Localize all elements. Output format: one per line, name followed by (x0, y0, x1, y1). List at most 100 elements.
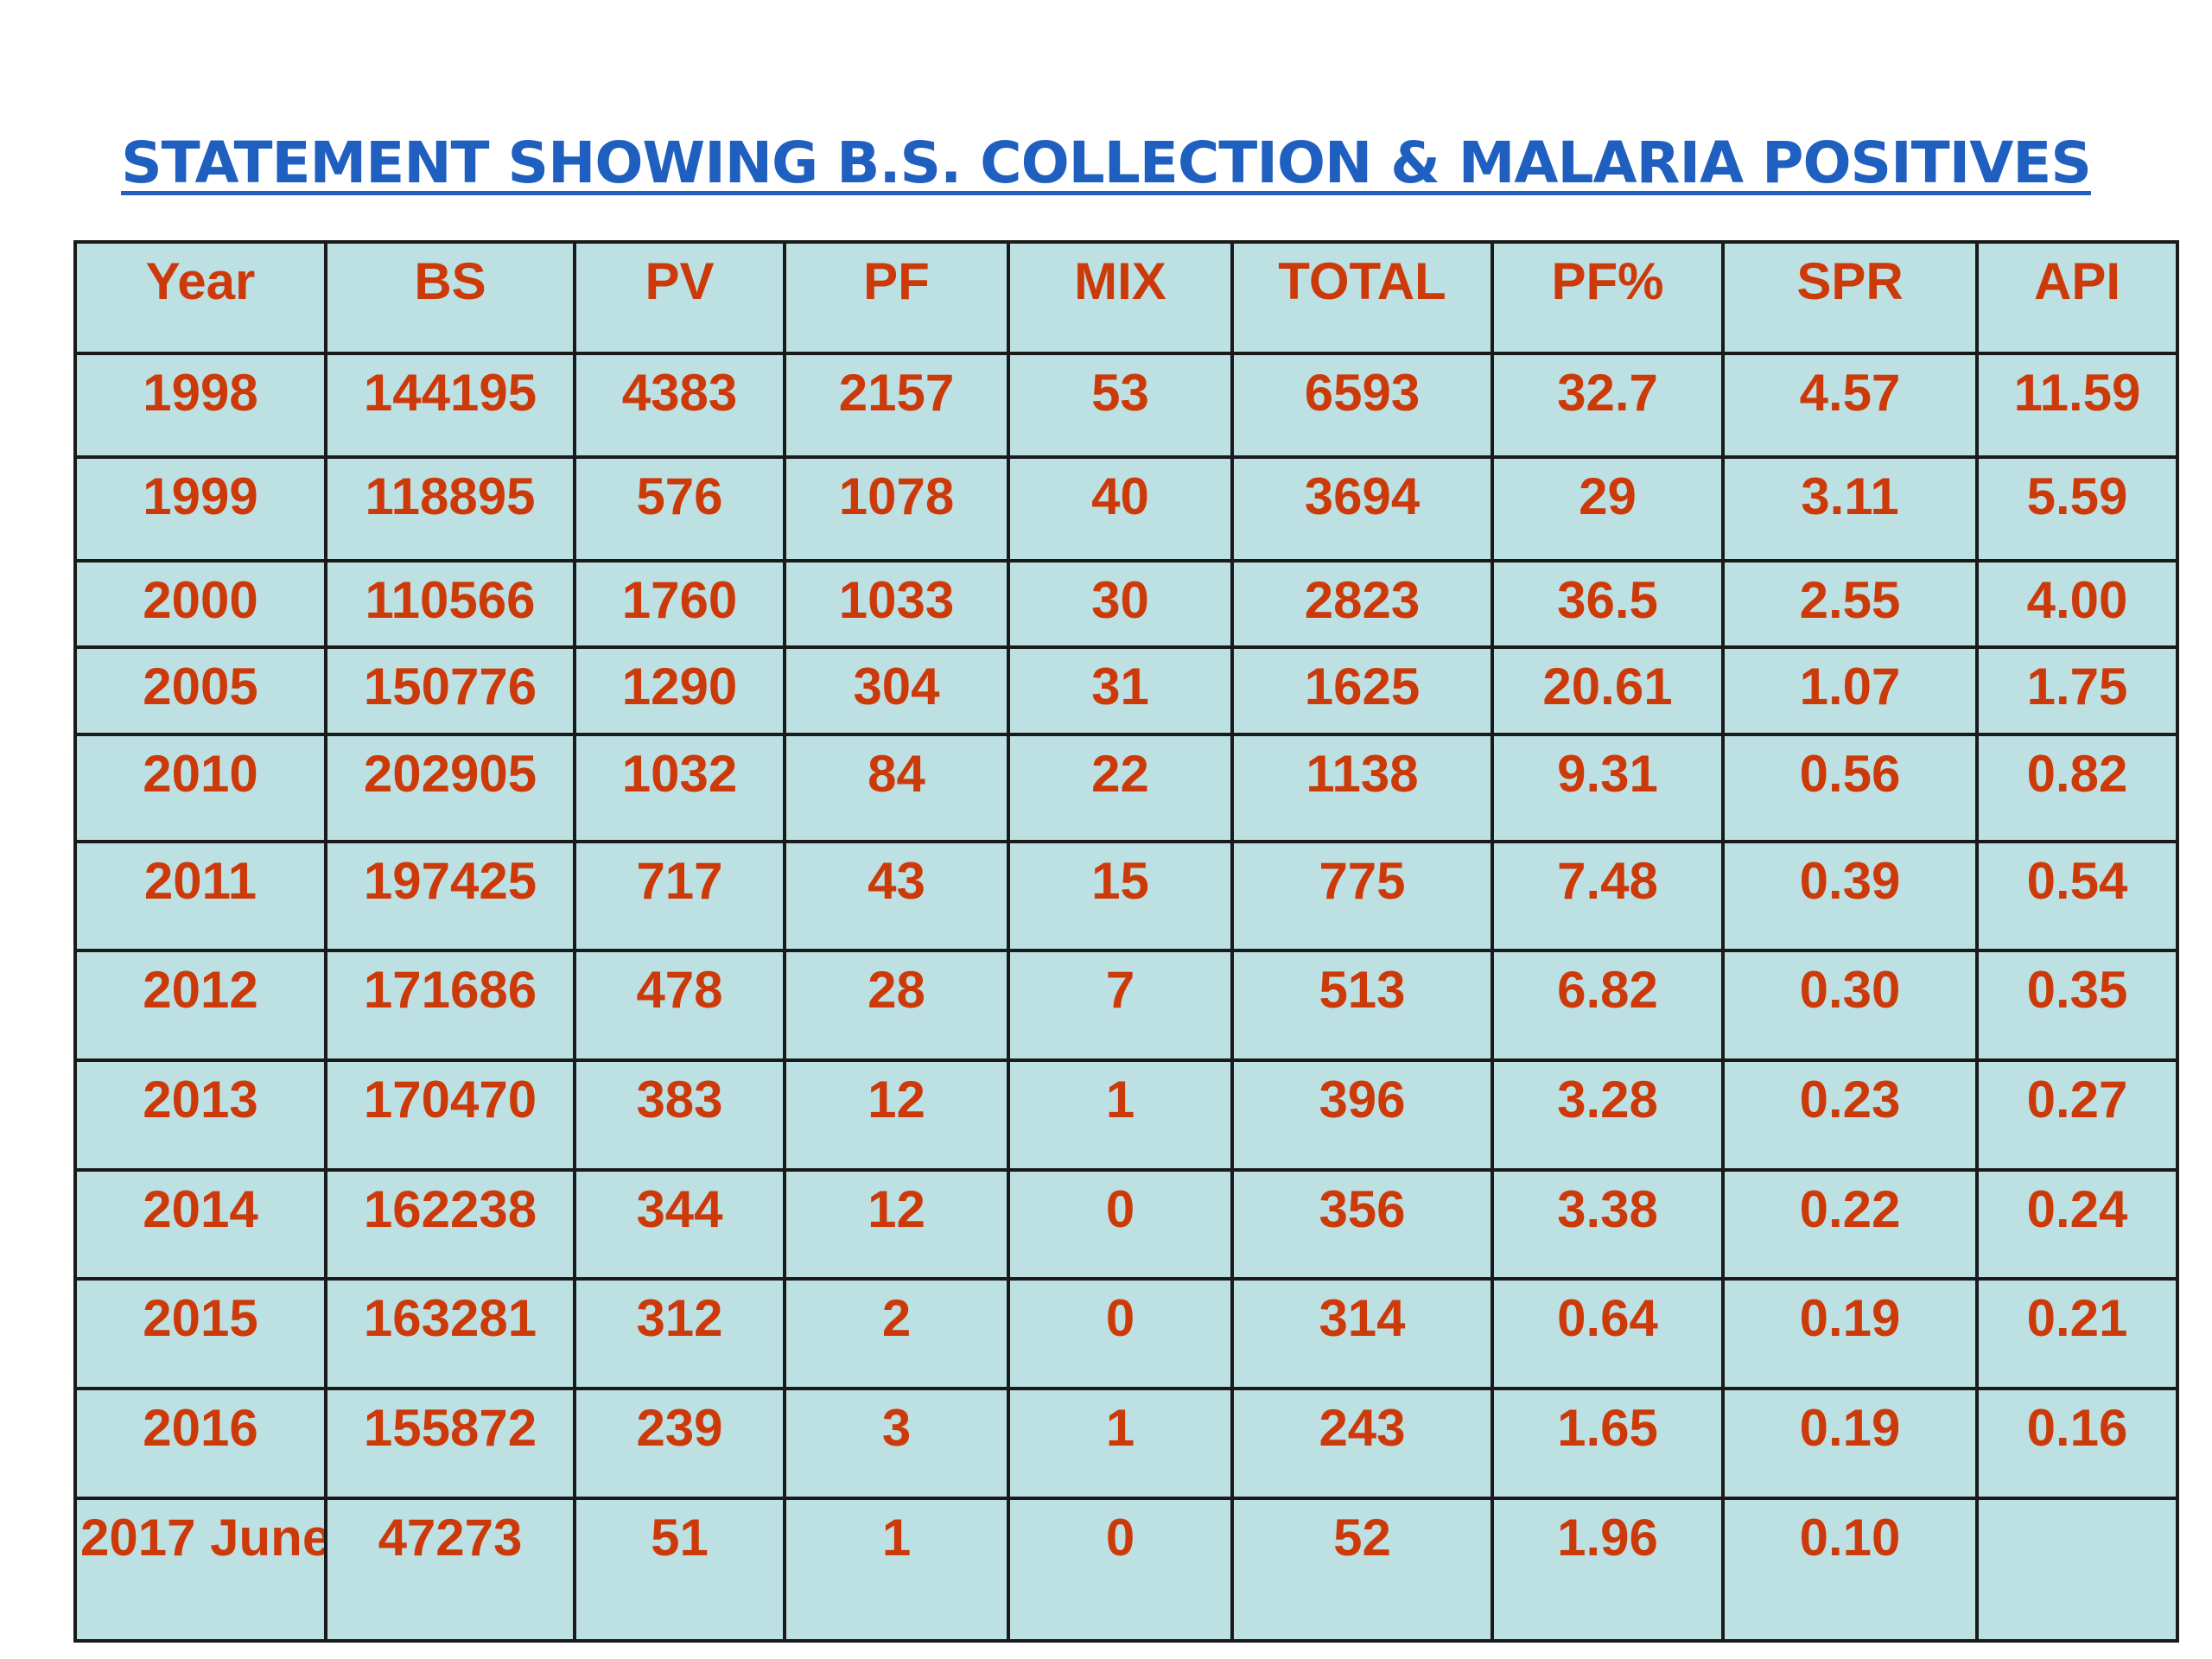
cell-year: 2016 (73, 1387, 327, 1500)
cell-total: 396 (1230, 1058, 1494, 1172)
cell-spr: 0.19 (1721, 1387, 1979, 1500)
header-pf: PF (783, 240, 1010, 355)
cell-total: 314 (1230, 1277, 1494, 1390)
cell-pf-percent: 32.7 (1491, 352, 1725, 459)
cell-spr: 4.57 (1721, 352, 1979, 459)
cell-pf-percent: 6.82 (1491, 949, 1725, 1062)
cell-pf-percent: 3.38 (1491, 1168, 1725, 1281)
cell-year: 2000 (73, 559, 327, 649)
cell-year: 1998 (73, 352, 327, 459)
table-row: 2000 110566 1760 1033 30 2823 36.5 2.55 4.00 (73, 559, 2179, 649)
cell-pf-percent: 36.5 (1491, 559, 1725, 649)
cell-pf-percent: 3.28 (1491, 1058, 1725, 1172)
header-mix: MIX (1007, 240, 1234, 355)
cell-mix: 53 (1007, 352, 1234, 459)
cell-mix: 30 (1007, 559, 1234, 649)
cell-bs: 144195 (324, 352, 576, 459)
cell-api: 0.54 (1975, 840, 2179, 952)
cell-bs: 155872 (324, 1387, 576, 1500)
cell-bs: 202905 (324, 733, 576, 843)
cell-total: 356 (1230, 1168, 1494, 1281)
cell-total: 1138 (1230, 733, 1494, 843)
cell-bs: 162238 (324, 1168, 576, 1281)
cell-spr: 0.19 (1721, 1277, 1979, 1390)
cell-pv: 51 (573, 1497, 786, 1643)
malaria-statistics-table: Year BS PV PF MIX TOTAL PF% SPR API 1998… (73, 240, 2179, 1643)
cell-pv: 576 (573, 455, 786, 563)
cell-pv: 239 (573, 1387, 786, 1500)
cell-mix: 40 (1007, 455, 1234, 563)
cell-spr: 0.56 (1721, 733, 1979, 843)
cell-pv: 1290 (573, 645, 786, 736)
table-row: 2012 171686 478 28 7 513 6.82 0.30 0.35 (73, 949, 2179, 1062)
cell-pv: 312 (573, 1277, 786, 1390)
cell-pf: 1 (783, 1497, 1010, 1643)
cell-pf-percent: 7.48 (1491, 840, 1725, 952)
cell-pv: 4383 (573, 352, 786, 459)
cell-pf-percent: 29 (1491, 455, 1725, 563)
table-row: 2016 155872 239 3 1 243 1.65 0.19 0.16 (73, 1387, 2179, 1500)
cell-pf: 12 (783, 1058, 1010, 1172)
cell-year: 2014 (73, 1168, 327, 1281)
header-total: TOTAL (1230, 240, 1494, 355)
cell-api: 4.00 (1975, 559, 2179, 649)
table-row: 1999 118895 576 1078 40 3694 29 3.11 5.59 (73, 455, 2179, 563)
cell-spr: 0.30 (1721, 949, 1979, 1062)
cell-pf-percent: 0.64 (1491, 1277, 1725, 1390)
cell-year: 2011 (73, 840, 327, 952)
cell-pf: 2 (783, 1277, 1010, 1390)
cell-mix: 1 (1007, 1058, 1234, 1172)
cell-spr: 2.55 (1721, 559, 1979, 649)
header-year: Year (73, 240, 327, 355)
cell-total: 513 (1230, 949, 1494, 1062)
cell-bs: 110566 (324, 559, 576, 649)
cell-api: 0.35 (1975, 949, 2179, 1062)
cell-mix: 7 (1007, 949, 1234, 1062)
cell-spr: 3.11 (1721, 455, 1979, 563)
cell-mix: 15 (1007, 840, 1234, 952)
cell-pf-percent: 20.61 (1491, 645, 1725, 736)
cell-total: 6593 (1230, 352, 1494, 459)
cell-pf: 43 (783, 840, 1010, 952)
header-api: API (1975, 240, 2179, 355)
cell-bs: 150776 (324, 645, 576, 736)
table-header-row: Year BS PV PF MIX TOTAL PF% SPR API (73, 240, 2179, 355)
cell-pf-percent: 1.65 (1491, 1387, 1725, 1500)
page-title: STATEMENT SHOWING B.S. COLLECTION & MALA… (121, 130, 2092, 196)
cell-api: 0.21 (1975, 1277, 2179, 1390)
cell-year: 2012 (73, 949, 327, 1062)
cell-api: 0.16 (1975, 1387, 2179, 1500)
cell-pf: 1078 (783, 455, 1010, 563)
cell-mix: 0 (1007, 1497, 1234, 1643)
cell-pv: 344 (573, 1168, 786, 1281)
cell-mix: 0 (1007, 1168, 1234, 1281)
table-row: 2015 163281 312 2 0 314 0.64 0.19 0.21 (73, 1277, 2179, 1390)
cell-year: 2010 (73, 733, 327, 843)
cell-pv: 1760 (573, 559, 786, 649)
cell-pf: 28 (783, 949, 1010, 1062)
cell-api: 5.59 (1975, 455, 2179, 563)
cell-pf-percent: 1.96 (1491, 1497, 1725, 1643)
cell-spr: 0.22 (1721, 1168, 1979, 1281)
cell-spr: 0.23 (1721, 1058, 1979, 1172)
cell-mix: 0 (1007, 1277, 1234, 1390)
table-row: 2011 197425 717 43 15 775 7.48 0.39 0.54 (73, 840, 2179, 952)
cell-total: 243 (1230, 1387, 1494, 1500)
cell-pf: 2157 (783, 352, 1010, 459)
cell-spr: 0.39 (1721, 840, 1979, 952)
cell-year: 2013 (73, 1058, 327, 1172)
cell-mix: 22 (1007, 733, 1234, 843)
cell-pf: 84 (783, 733, 1010, 843)
cell-total: 775 (1230, 840, 1494, 952)
cell-spr: 0.10 (1721, 1497, 1979, 1643)
cell-total: 1625 (1230, 645, 1494, 736)
cell-api: 0.82 (1975, 733, 2179, 843)
cell-bs: 171686 (324, 949, 576, 1062)
cell-mix: 1 (1007, 1387, 1234, 1500)
cell-pv: 717 (573, 840, 786, 952)
table-row: 2005 150776 1290 304 31 1625 20.61 1.07 1.75 (73, 645, 2179, 736)
header-pf-percent: PF% (1491, 240, 1725, 355)
cell-bs: 170470 (324, 1058, 576, 1172)
cell-api: 0.24 (1975, 1168, 2179, 1281)
cell-pf: 1033 (783, 559, 1010, 649)
